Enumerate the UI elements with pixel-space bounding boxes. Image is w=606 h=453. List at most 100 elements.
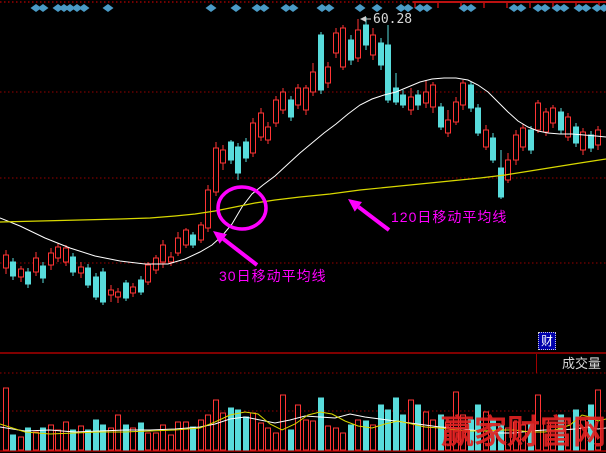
marker-diamond-icon xyxy=(458,4,470,12)
volume-bar xyxy=(295,404,301,451)
candle-body xyxy=(520,127,526,148)
marker-diamond-icon xyxy=(580,4,592,12)
candle-body xyxy=(295,87,301,106)
candle-body xyxy=(430,84,436,108)
marker-diamond-icon xyxy=(30,4,42,12)
indicator-tab-cai[interactable]: 财 xyxy=(538,332,557,350)
candle-body xyxy=(40,265,46,279)
candle-body xyxy=(595,129,601,146)
candle-body xyxy=(78,266,84,274)
candle-body xyxy=(385,44,391,101)
candle-body xyxy=(348,39,354,61)
volume-bar xyxy=(70,429,76,451)
candle-body xyxy=(355,29,361,59)
candle-body xyxy=(528,129,534,151)
volume-bar xyxy=(445,421,451,451)
volume-bar xyxy=(63,421,69,451)
volume-bar xyxy=(10,434,16,451)
volume-bar xyxy=(145,432,151,451)
volume-bar xyxy=(505,427,511,451)
volume-bar xyxy=(340,432,346,451)
volume-bar xyxy=(40,427,46,451)
candle-body xyxy=(145,264,151,283)
marker-diamond-icon xyxy=(230,4,242,12)
candle-body xyxy=(318,34,324,91)
ma30-line xyxy=(0,77,606,265)
volume-ma-white xyxy=(0,413,606,434)
marker-diamond-icon xyxy=(421,4,433,12)
candle-body xyxy=(498,167,504,198)
marker-diamond-icon xyxy=(205,4,217,12)
candle-body xyxy=(558,111,564,131)
volume-bar xyxy=(78,425,84,451)
marker-diamond-icon xyxy=(258,4,270,12)
marker-diamond-icon xyxy=(71,4,83,12)
marker-diamond-icon xyxy=(508,4,520,12)
volume-bar xyxy=(205,414,211,451)
volume-bar xyxy=(258,422,264,451)
volume-bar xyxy=(288,429,294,451)
candle-body xyxy=(543,111,549,133)
volume-bar xyxy=(48,424,54,451)
volume-bar xyxy=(130,427,136,451)
candle-body xyxy=(438,106,444,128)
candle-body xyxy=(85,267,91,286)
volume-bar xyxy=(543,419,549,451)
candle-body xyxy=(243,141,249,159)
volume-bar xyxy=(498,424,504,451)
marker-diamond-icon xyxy=(598,4,606,12)
volume-bar xyxy=(265,427,271,451)
volume-bar xyxy=(303,419,309,451)
candle-body xyxy=(55,246,61,259)
candle-body xyxy=(303,87,309,111)
volume-pane-title[interactable]: 成交量 xyxy=(536,354,605,373)
volume-bar xyxy=(198,419,204,451)
marker-diamond-icon xyxy=(52,4,64,12)
volume-bar xyxy=(325,425,331,451)
volume-bar xyxy=(168,434,174,451)
candle-body xyxy=(108,289,114,296)
volume-bar xyxy=(550,421,556,451)
volume-bar xyxy=(438,414,444,451)
peak-price-arrow xyxy=(360,16,366,22)
volume-bar xyxy=(513,421,519,451)
volume-bar xyxy=(415,404,421,451)
candle-body xyxy=(325,66,331,84)
candle-body xyxy=(490,137,496,161)
volume-bar xyxy=(235,409,241,451)
volume-ma-yellow xyxy=(0,411,606,435)
volume-bar xyxy=(25,427,31,451)
volume-bar xyxy=(370,424,376,451)
volume-bar xyxy=(190,426,196,451)
volume-bar xyxy=(175,421,181,451)
candle-body xyxy=(505,159,511,181)
volume-bar xyxy=(243,416,249,451)
volume-bar xyxy=(273,432,279,451)
volume-bar xyxy=(93,419,99,451)
candle-body xyxy=(580,131,586,151)
ma30-annotation-label: 30日移动平均线 xyxy=(219,268,327,284)
candle-body xyxy=(70,256,76,273)
candle-body xyxy=(190,234,196,246)
volume-bar xyxy=(430,419,436,451)
volume-bar xyxy=(400,414,406,451)
volume-bar xyxy=(528,423,534,451)
volume-bar xyxy=(33,431,39,451)
ma120-line xyxy=(0,158,606,223)
volume-bar xyxy=(363,420,369,451)
candle-body xyxy=(250,122,256,154)
volume-bar xyxy=(535,394,541,451)
candle-body xyxy=(138,279,144,293)
candle-body xyxy=(288,99,294,118)
marker-diamond-icon xyxy=(37,4,49,12)
candle-body xyxy=(453,101,459,123)
candle-body xyxy=(3,254,9,269)
candle-body xyxy=(550,107,556,124)
volume-bar xyxy=(123,424,129,451)
candle-body xyxy=(10,261,16,277)
marker-diamond-icon xyxy=(287,4,299,12)
candle-body xyxy=(535,102,541,131)
candle-body xyxy=(198,224,204,241)
